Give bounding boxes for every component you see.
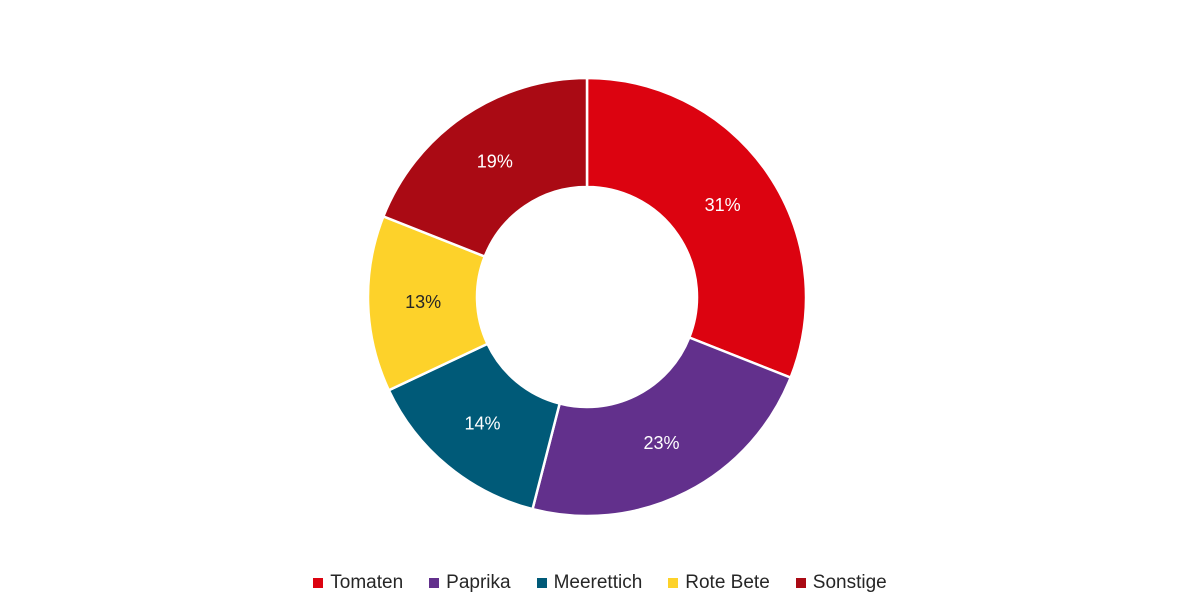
legend-swatch xyxy=(795,578,806,588)
legend-item-tomaten: Tomaten xyxy=(313,572,403,594)
data-label-tomaten: 31% xyxy=(705,195,741,215)
slice-sonstige xyxy=(381,76,589,259)
legend-swatch xyxy=(668,578,679,588)
legend-swatch xyxy=(536,578,547,588)
legend-label: Sonstige xyxy=(812,572,887,593)
slice-tomaten xyxy=(585,76,808,380)
data-label-meerettich: 14% xyxy=(464,413,500,433)
legend-swatch xyxy=(429,578,440,588)
data-label-rote-bete: 13% xyxy=(405,292,441,312)
legend-item-rote-bete: Rote Bete xyxy=(668,572,770,594)
legend-item-sonstige: Sonstige xyxy=(795,572,887,594)
data-label-sonstige: 19% xyxy=(477,151,513,171)
chart-plot-area: 31% 23% 14% 13% 19% xyxy=(366,76,808,518)
legend-item-paprika: Paprika xyxy=(429,572,511,594)
legend-label: Meerettich xyxy=(553,572,643,593)
slice-paprika xyxy=(531,335,793,518)
legend-item-meerettich: Meerettich xyxy=(536,572,643,594)
legend-label: Rote Bete xyxy=(685,572,770,593)
chart-legend: Tomaten Paprika Meerettich Rote Bete Sonstig… xyxy=(0,570,1200,596)
legend-label: Tomaten xyxy=(330,572,404,593)
legend-swatch xyxy=(313,578,324,588)
data-label-paprika: 23% xyxy=(643,433,679,453)
legend-label: Paprika xyxy=(446,572,511,593)
